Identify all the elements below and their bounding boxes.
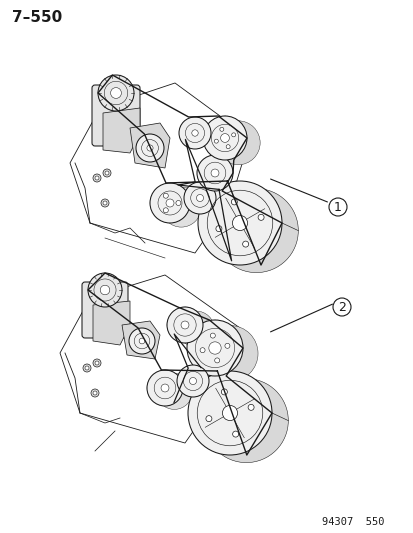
Circle shape (208, 342, 221, 354)
Circle shape (163, 208, 168, 213)
Circle shape (210, 333, 215, 338)
Circle shape (188, 371, 271, 455)
Circle shape (232, 431, 238, 437)
FancyBboxPatch shape (82, 282, 128, 338)
Text: 1: 1 (333, 200, 341, 214)
Circle shape (216, 225, 221, 232)
Circle shape (216, 121, 259, 165)
Circle shape (224, 343, 229, 348)
Circle shape (247, 405, 254, 410)
Circle shape (93, 391, 97, 395)
Circle shape (214, 139, 218, 143)
Circle shape (197, 181, 281, 265)
Circle shape (176, 200, 180, 206)
Circle shape (220, 134, 229, 142)
Text: 94307  550: 94307 550 (322, 517, 384, 527)
Circle shape (103, 201, 107, 205)
Circle shape (199, 348, 204, 353)
Circle shape (177, 365, 209, 397)
Circle shape (180, 321, 188, 329)
Circle shape (211, 169, 218, 177)
Circle shape (166, 307, 202, 343)
Circle shape (221, 389, 227, 395)
Circle shape (183, 182, 216, 214)
Circle shape (191, 130, 198, 136)
Circle shape (257, 214, 263, 220)
Circle shape (205, 416, 211, 422)
Circle shape (83, 364, 91, 372)
Circle shape (85, 366, 89, 370)
Circle shape (231, 133, 235, 137)
Circle shape (178, 311, 214, 347)
Circle shape (93, 174, 101, 182)
Circle shape (105, 171, 109, 175)
Circle shape (110, 87, 121, 99)
Circle shape (187, 320, 242, 376)
Circle shape (129, 328, 154, 354)
Circle shape (178, 117, 211, 149)
Circle shape (161, 384, 169, 392)
Circle shape (214, 189, 298, 272)
Circle shape (139, 338, 145, 344)
Circle shape (242, 241, 248, 247)
Circle shape (231, 199, 237, 205)
Circle shape (156, 374, 192, 409)
Circle shape (161, 187, 201, 227)
Polygon shape (103, 108, 140, 153)
Circle shape (95, 361, 99, 365)
Circle shape (95, 176, 99, 180)
Circle shape (147, 145, 153, 151)
Circle shape (101, 199, 109, 207)
Circle shape (103, 169, 111, 177)
Circle shape (93, 359, 101, 367)
Circle shape (222, 406, 237, 421)
Circle shape (202, 326, 257, 382)
Circle shape (147, 370, 183, 406)
Polygon shape (93, 301, 130, 345)
Circle shape (202, 116, 247, 160)
Circle shape (204, 378, 287, 463)
Text: 7–550: 7–550 (12, 10, 62, 25)
Circle shape (196, 195, 203, 201)
Circle shape (136, 134, 164, 162)
Circle shape (225, 144, 230, 149)
Circle shape (189, 377, 196, 384)
Circle shape (214, 358, 219, 363)
Polygon shape (130, 123, 170, 168)
Circle shape (163, 193, 168, 198)
Circle shape (232, 215, 247, 231)
Circle shape (88, 273, 122, 307)
Circle shape (197, 155, 233, 191)
Text: 2: 2 (337, 301, 345, 313)
Circle shape (91, 389, 99, 397)
Circle shape (219, 127, 223, 131)
Circle shape (98, 75, 134, 111)
Polygon shape (122, 321, 159, 359)
FancyBboxPatch shape (92, 85, 140, 146)
Circle shape (100, 285, 109, 295)
Circle shape (150, 183, 190, 223)
Circle shape (166, 199, 173, 207)
